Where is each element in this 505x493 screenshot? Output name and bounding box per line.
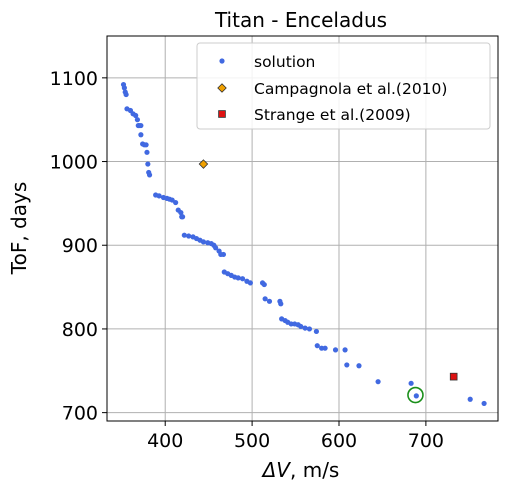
highlight-circle — [407, 386, 424, 404]
data-point-dot — [143, 142, 149, 148]
x-tick-label: 600 — [321, 430, 357, 452]
data-point-dot — [322, 345, 328, 351]
legend-label: Strange et al.(2009) — [254, 106, 411, 124]
data-point-dot — [200, 239, 207, 245]
data-point-dot — [138, 122, 144, 129]
x-tick-label: 700 — [408, 430, 444, 452]
y-tick-label: 700 — [62, 403, 98, 425]
data-point-dot — [145, 161, 151, 167]
data-point-dot — [138, 132, 144, 138]
data-point-dot — [173, 199, 179, 206]
data-point-dot — [186, 233, 192, 239]
data-point-dot — [179, 214, 186, 220]
data-point-dot — [332, 347, 339, 353]
x-tick-label: 500 — [234, 430, 270, 452]
data-point-square — [449, 372, 458, 381]
data-point-dot — [235, 275, 241, 281]
axis-ticks: 400 500 600 700 700 800 900 1000 1100 — [50, 68, 444, 452]
data-point-dot — [408, 380, 414, 386]
data-point-dot — [144, 149, 150, 155]
data-point-dot — [239, 276, 246, 282]
chart-title: Titan - Enceladus — [214, 8, 387, 32]
data-point-dot — [181, 232, 187, 238]
data-point-dot — [261, 281, 267, 288]
legend-label: solution — [254, 53, 315, 71]
data-point-dot — [262, 296, 268, 302]
x-tick-label: 400 — [147, 430, 183, 452]
plot-frame — [106, 35, 499, 422]
data-point-dot — [342, 347, 348, 353]
x-axis-label: ΔV, m/s — [261, 458, 340, 482]
data-point-dot — [356, 363, 362, 369]
data-point-dot — [313, 328, 320, 335]
y-tick-label: 1000 — [50, 152, 98, 174]
legend-marker-square — [218, 110, 226, 118]
data-point-dot — [123, 91, 129, 98]
legend: solution Campagnola et al.(2010) Strange e… — [196, 42, 491, 130]
data-point-dot — [314, 343, 320, 349]
data-point-dot — [298, 323, 304, 330]
data-point-dot — [344, 362, 350, 368]
y-tick-label: 800 — [62, 319, 98, 341]
y-axis-label: ToF, days — [7, 182, 31, 275]
data-point-dot — [247, 280, 253, 286]
data-point-dot — [178, 209, 184, 216]
data-point-dot — [481, 400, 487, 407]
y-tick-label: 900 — [62, 235, 98, 257]
legend-box — [196, 42, 491, 130]
data-point-dot — [146, 172, 153, 178]
data-point-dot — [306, 326, 313, 332]
data-point-dot — [220, 251, 227, 258]
data-point-dot — [266, 298, 273, 304]
data-point-dot — [413, 393, 419, 399]
legend-label: Campagnola et al.(2010) — [254, 80, 447, 98]
annotations — [407, 386, 424, 404]
data-point-dot — [278, 301, 284, 307]
data-points — [120, 81, 487, 407]
data-point-dot — [375, 379, 381, 385]
data-point-dot — [302, 325, 308, 331]
y-tick-label: 1100 — [50, 68, 98, 90]
data-point-diamond — [198, 159, 209, 169]
data-point-dot — [156, 193, 162, 199]
data-point-dot — [121, 85, 127, 91]
legend-marker-dot — [219, 58, 225, 64]
legend-marker-diamond — [217, 83, 227, 93]
data-point-dot — [134, 117, 141, 123]
data-point-dot — [213, 245, 219, 251]
data-point-dot — [133, 112, 139, 119]
data-point-dot — [467, 396, 473, 402]
